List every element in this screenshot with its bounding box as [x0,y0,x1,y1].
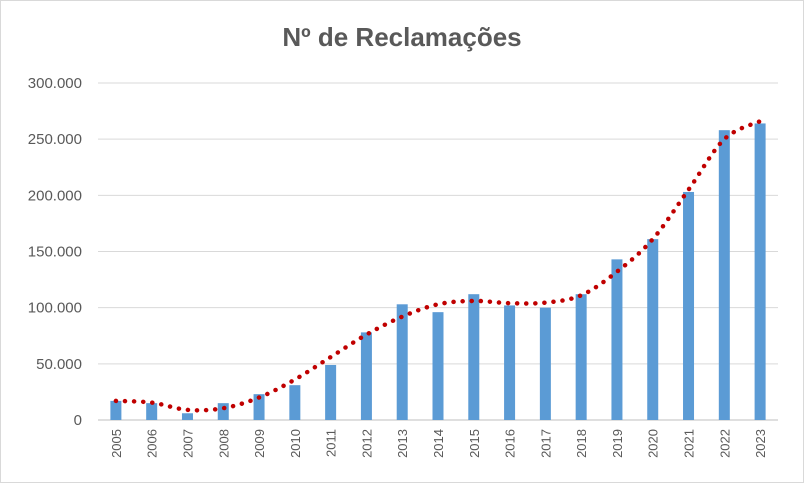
x-tick-label: 2006 [145,429,160,458]
x-tick-label: 2021 [682,429,697,458]
x-tick-label: 2019 [610,429,625,458]
x-tick-label: 2022 [717,429,732,458]
x-tick-label: 2016 [503,429,518,458]
bar [754,123,766,420]
trendline [113,118,763,413]
bar [575,294,587,420]
bar [396,304,408,420]
x-tick-label: 2009 [252,429,267,458]
y-axis: 0 50.000 100.000 150.000 200.000 250.000 300.0… [28,75,82,429]
bar [110,400,122,420]
bar [289,385,301,420]
y-tick-label: 250.000 [28,131,82,148]
bar [360,332,372,420]
bars [110,123,766,420]
bar [217,403,229,420]
x-tick-label: 2007 [180,429,195,458]
x-tick-label: 2012 [359,429,374,458]
y-tick-label: 150.000 [28,244,82,261]
x-tick-label: 2018 [574,429,589,458]
bar [504,305,516,420]
chart-title: Nº de Reclamações [282,22,522,52]
y-tick-label: 300.000 [28,75,82,92]
trendline-path [113,118,763,413]
x-tick-label: 2017 [538,429,553,458]
y-tick-label: 0 [74,412,82,429]
bar [468,294,480,420]
x-tick-label: 2023 [753,429,768,458]
bar [253,394,265,420]
bar [647,239,659,420]
x-axis: 2005 2006 2007 2008 2009 2010 2011 2012 2013 2014… [109,429,768,458]
bar [539,307,551,420]
x-tick-label: 2020 [646,429,661,458]
y-tick-label: 50.000 [36,356,82,373]
bar [611,259,623,420]
x-tick-label: 2015 [467,429,482,458]
bar [683,191,695,420]
bar [325,364,337,420]
bar [718,130,730,420]
x-tick-label: 2010 [288,429,303,458]
bar [146,403,158,420]
x-tick-label: 2011 [324,429,339,457]
x-tick-label: 2008 [216,429,231,458]
x-tick-label: 2013 [395,429,410,458]
bar [181,413,193,420]
y-tick-label: 100.000 [28,300,82,317]
bar [432,312,444,420]
y-tick-label: 200.000 [28,187,82,204]
x-tick-label: 2005 [109,429,124,458]
x-tick-label: 2014 [431,429,446,458]
